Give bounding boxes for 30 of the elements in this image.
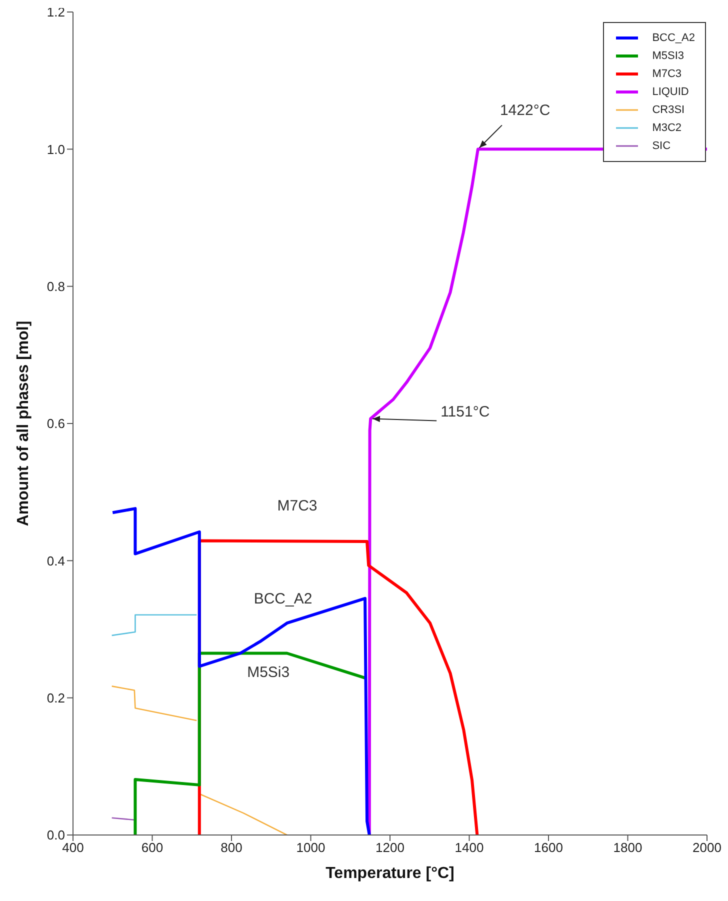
legend-label: CR3SI [652,103,685,118]
legend-label: M3C2 [652,121,682,136]
line-series [134,652,367,835]
y-tick-label: 0.8 [46,278,65,294]
x-tick-label: 1600 [534,840,563,856]
x-tick-label: 600 [141,840,164,856]
legend-label: BCC_A2 [652,31,695,46]
x-tick-label: 1400 [454,840,484,856]
annotation: BCC_A2 [254,590,312,608]
y-tick-label: 1.0 [46,142,65,157]
x-tick-label: 1000 [296,840,326,856]
x-tick-label: 800 [220,840,242,856]
legend-label: M5SI3 [652,49,684,64]
y-tick-label: 0.2 [46,690,65,706]
y-tick-label: 0.6 [46,416,65,432]
y-tick-label: 0.0 [46,828,65,843]
annotation: 1422°C [500,102,550,120]
x-tick-label: 400 [62,840,84,856]
annotation: M5Si3 [247,664,290,682]
annotation: 1151°C [440,404,490,421]
x-tick-label: 2000 [692,840,722,856]
annotation: M7C3 [277,497,318,514]
legend-label: SIC [652,139,671,154]
y-axis-title: Amount of all phases [mol] [15,320,32,526]
legend-label: M7C3 [652,67,682,82]
x-tick-label: 1200 [376,840,404,856]
x-axis-title: Temperature [°C] [326,865,454,882]
legend-label: LIQUID [652,85,689,100]
y-tick-label: 0.4 [46,553,65,568]
x-tick-label: 1800 [613,840,642,856]
